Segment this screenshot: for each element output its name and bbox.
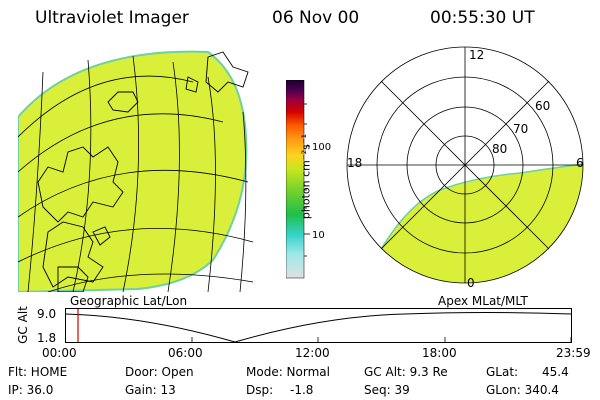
geographic-projection-label: Geographic Lat/Lon xyxy=(70,294,188,308)
altitude-ylabel: GC Alt xyxy=(16,306,30,344)
colorbar-gradient xyxy=(286,80,305,279)
flight-status: Flt: HOME xyxy=(8,365,68,379)
glat-label: GLat: xyxy=(486,365,519,379)
geographic-map xyxy=(18,50,254,292)
mode-status: Mode: Normal xyxy=(246,365,330,379)
lat-label-80: 80 xyxy=(492,142,507,156)
door-status: Door: Open xyxy=(125,365,194,379)
mlt-label-6: 6 xyxy=(576,156,584,170)
colorbar-tick-100: 100 xyxy=(312,142,331,153)
date-label: 06 Nov 00 xyxy=(272,8,360,28)
xtick-00: 00:00 xyxy=(42,346,77,360)
glat-value: 45.4 xyxy=(542,365,569,379)
colorbar-tick-10: 10 xyxy=(312,230,325,241)
colorbar-unit-label: photon cm⁻²s⁻¹ xyxy=(299,133,313,220)
geographic-emission-disc xyxy=(18,50,248,292)
polar-plot: 12 18 6 0 60 70 80 xyxy=(346,46,584,290)
ip-status: IP: 36.0 xyxy=(8,383,54,397)
mlt-label-0: 0 xyxy=(467,276,475,290)
lat-label-70: 70 xyxy=(513,122,528,136)
dsp-label: Dsp: xyxy=(246,383,274,397)
altitude-curve xyxy=(65,312,572,343)
xtick-12: 12:00 xyxy=(295,346,330,360)
altitude-plot xyxy=(65,308,572,343)
colorbar: 100 10 xyxy=(286,80,331,279)
xtick-18: 18:00 xyxy=(422,346,457,360)
time-label: 00:55:30 UT xyxy=(430,8,535,28)
gain-status: Gain: 13 xyxy=(125,383,176,397)
dsp-value: -1.8 xyxy=(290,383,314,397)
glon-status: GLon: 340.4 xyxy=(486,383,559,397)
xtick-2359: 23:59 xyxy=(556,346,591,360)
altitude-ytick-high: 9.0 xyxy=(37,307,57,321)
lat-label-60: 60 xyxy=(535,99,550,113)
sequence-status: Seq: 39 xyxy=(364,383,410,397)
mlt-label-12: 12 xyxy=(469,48,484,62)
instrument-title: Ultraviolet Imager xyxy=(35,8,189,28)
xtick-06: 06:00 xyxy=(168,346,203,360)
mlt-label-18: 18 xyxy=(347,156,362,170)
apex-projection-label: Apex MLat/MLT xyxy=(438,294,528,308)
gc-altitude-status: GC Alt: 9.3 Re xyxy=(364,365,448,379)
altitude-ytick-low: 1.8 xyxy=(37,331,57,345)
